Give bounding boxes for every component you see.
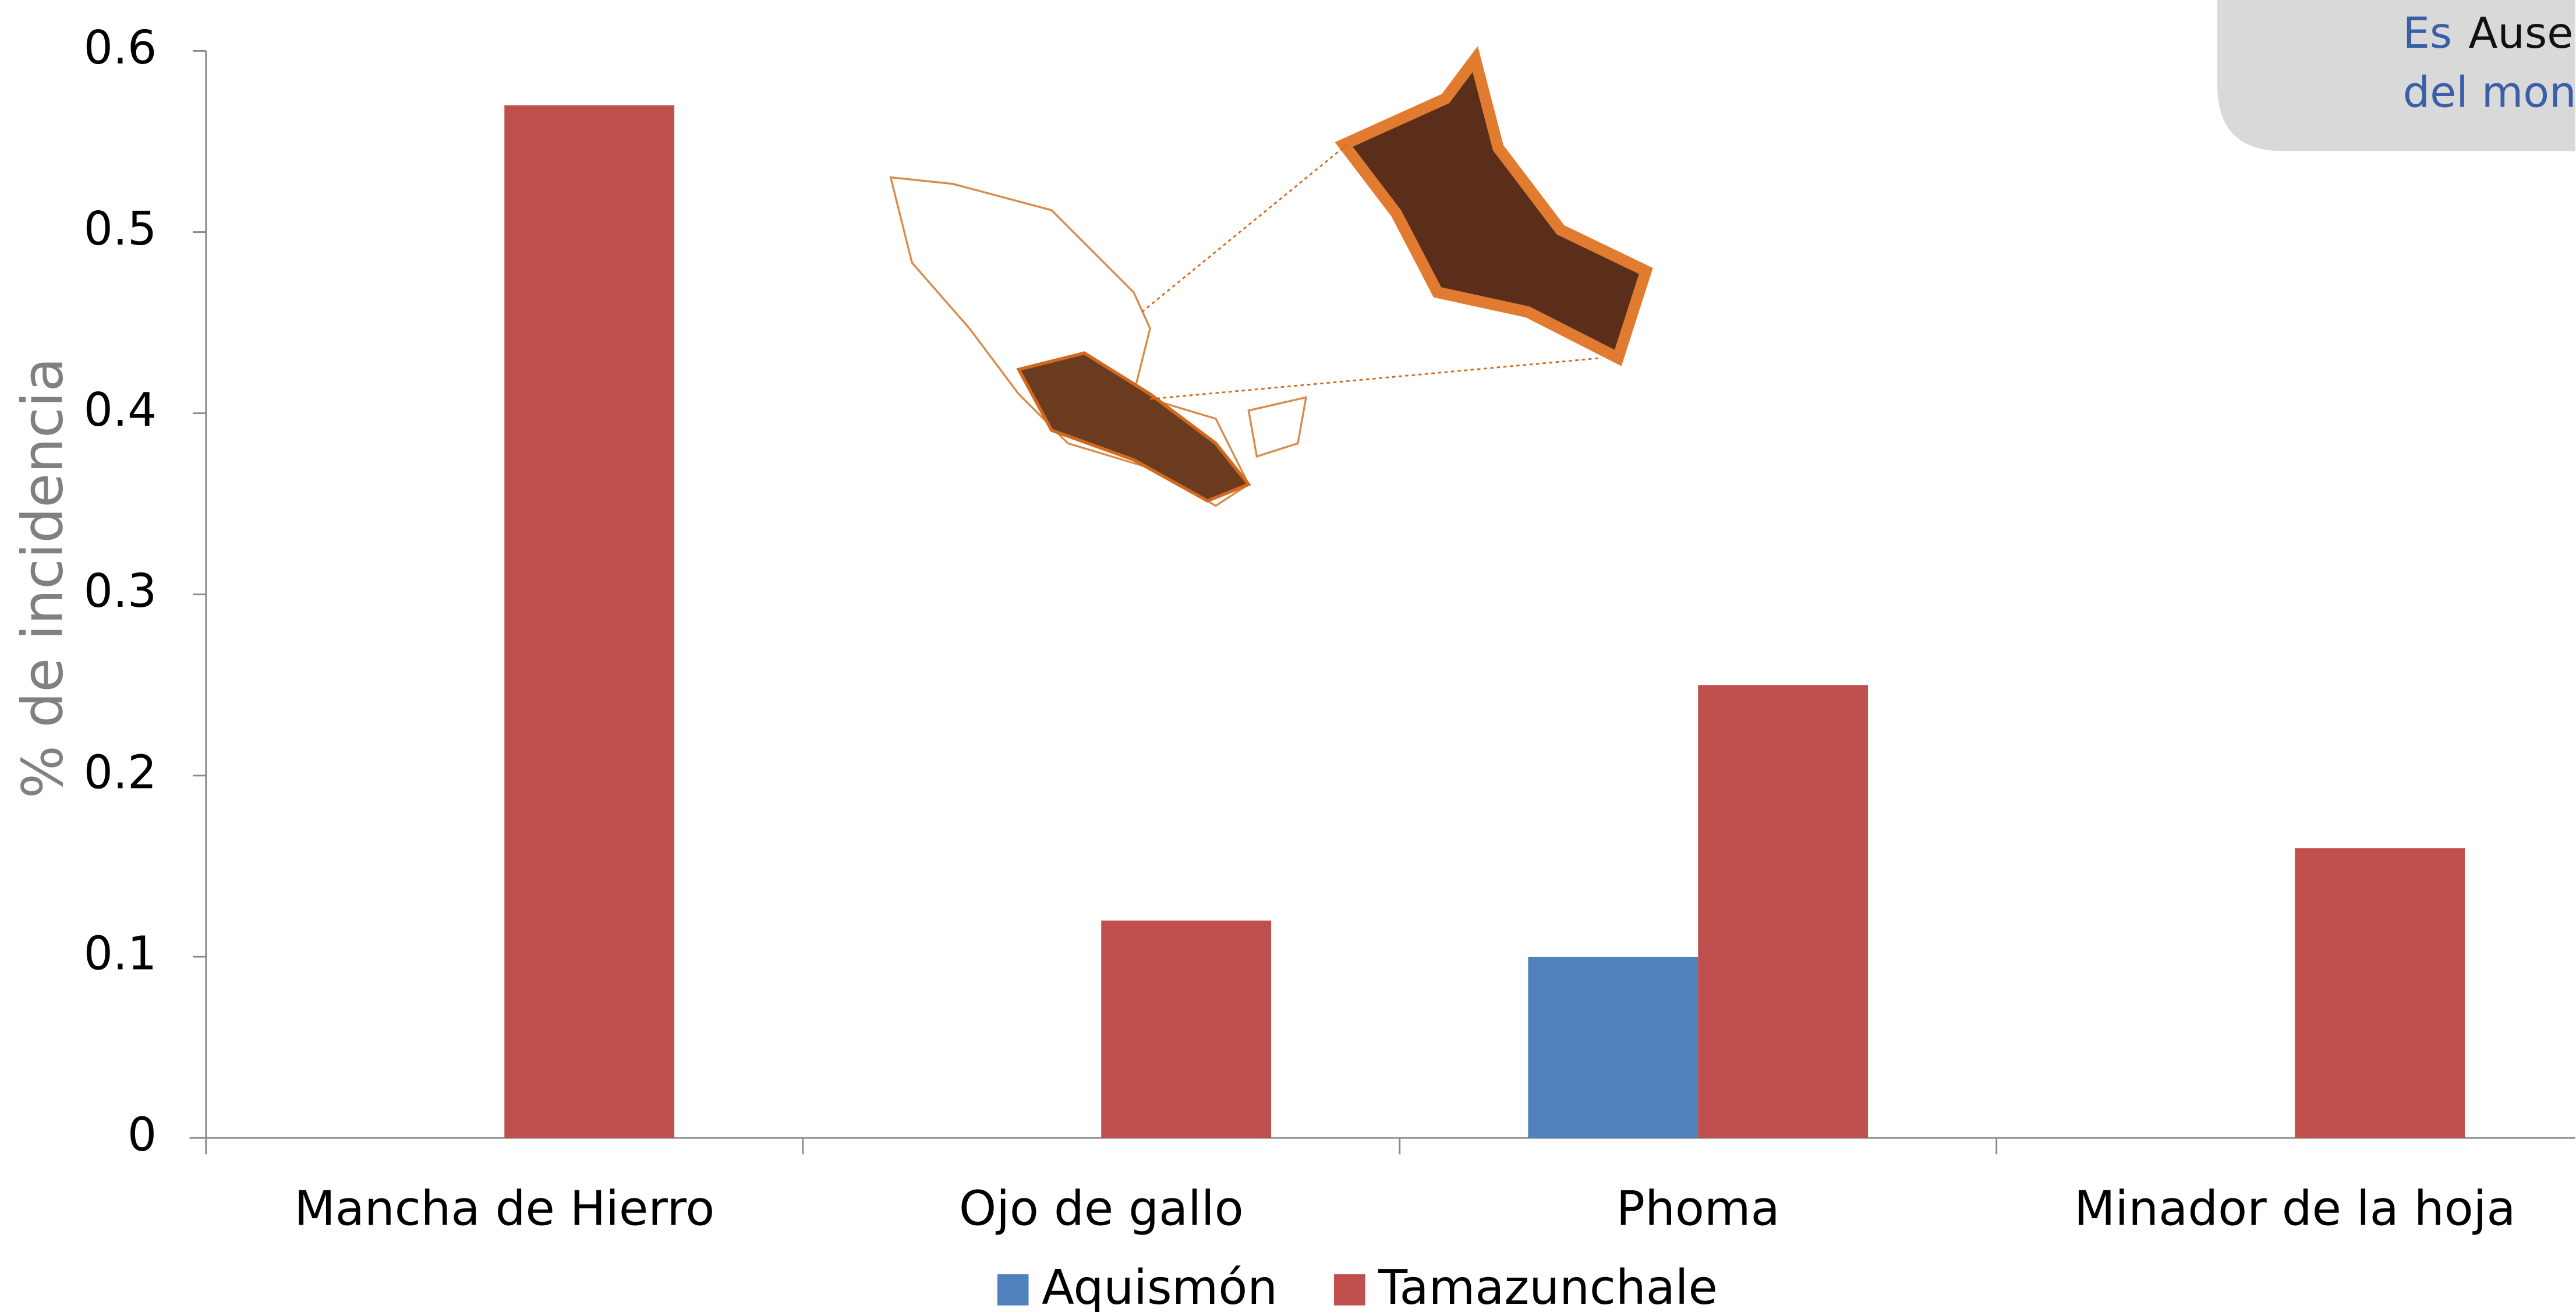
y-tick-label: 0.4 (84, 383, 157, 437)
y-tick-label: 0.1 (84, 926, 157, 980)
y-tick-label: 0.5 (84, 202, 157, 256)
bar (2295, 848, 2465, 1138)
map-illustration (889, 46, 1653, 507)
bar (1698, 685, 1869, 1138)
x-tick-label: Minador de la hoja (2074, 1181, 2515, 1236)
annotation-text: Es (2403, 9, 2453, 58)
annotation-bg (2217, 0, 2575, 151)
y-tick-label: 0.2 (84, 745, 157, 799)
y-tick-label: 0.6 (84, 21, 157, 75)
legend-swatch (997, 1274, 1029, 1306)
legend-label: Tamazunchale (1378, 1260, 1718, 1312)
legend-swatch (1333, 1274, 1365, 1306)
bar (1528, 956, 1699, 1138)
x-tick-label: Ojo de gallo (959, 1181, 1244, 1236)
bar (504, 105, 675, 1138)
x-tick-label: Phoma (1616, 1181, 1780, 1236)
y-axis-label: % de incidencia (10, 358, 76, 798)
annotation-box: Es Ause del mon (2217, 0, 2576, 151)
x-tick-label: Mancha de Hierro (294, 1181, 714, 1236)
annotation-text: del mon (2403, 68, 2576, 118)
bar (1101, 920, 1272, 1138)
annotation-text: Ause (2468, 9, 2573, 58)
y-tick-label: 0.3 (84, 564, 157, 618)
legend-label: Aquismón (1042, 1260, 1278, 1312)
y-tick-label: 0 (128, 1108, 157, 1162)
